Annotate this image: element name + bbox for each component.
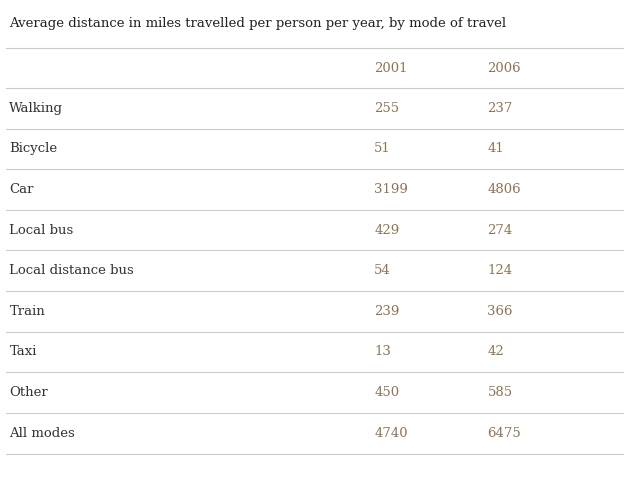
Text: Local distance bus: Local distance bus: [9, 264, 134, 277]
Text: 51: 51: [374, 142, 391, 155]
Text: Bicycle: Bicycle: [9, 142, 58, 155]
Text: 366: 366: [487, 305, 513, 318]
Text: 450: 450: [374, 386, 399, 399]
Text: Car: Car: [9, 183, 34, 196]
Text: 124: 124: [487, 264, 513, 277]
Text: 274: 274: [487, 224, 513, 237]
Text: Taxi: Taxi: [9, 345, 37, 358]
Text: 239: 239: [374, 305, 399, 318]
Text: 237: 237: [487, 102, 513, 115]
Text: 429: 429: [374, 224, 399, 237]
Text: All modes: All modes: [9, 427, 75, 440]
Text: 4740: 4740: [374, 427, 408, 440]
Text: 6475: 6475: [487, 427, 521, 440]
Text: Local bus: Local bus: [9, 224, 74, 237]
Text: 2006: 2006: [487, 62, 521, 75]
Text: 42: 42: [487, 345, 504, 358]
Text: Average distance in miles travelled per person per year, by mode of travel: Average distance in miles travelled per …: [9, 17, 506, 30]
Text: Walking: Walking: [9, 102, 64, 115]
Text: 41: 41: [487, 142, 504, 155]
Text: Academic IELTS Writing Task 1 Topic 25: Academic IELTS Writing Task 1 Topic 25: [77, 469, 552, 489]
Text: 54: 54: [374, 264, 391, 277]
Text: 13: 13: [374, 345, 391, 358]
Text: 4806: 4806: [487, 183, 521, 196]
Text: Train: Train: [9, 305, 45, 318]
Text: 255: 255: [374, 102, 399, 115]
Text: Other: Other: [9, 386, 48, 399]
Text: 3199: 3199: [374, 183, 408, 196]
Text: 2001: 2001: [374, 62, 408, 75]
Text: 585: 585: [487, 386, 513, 399]
